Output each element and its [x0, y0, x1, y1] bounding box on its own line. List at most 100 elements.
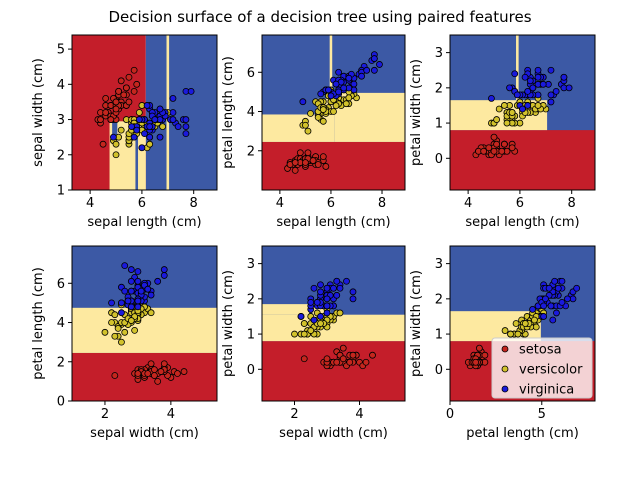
point-versicolor [501, 327, 509, 334]
point-setosa [150, 366, 158, 374]
point-virginica [118, 299, 125, 307]
point-virginica [151, 116, 159, 123]
point-setosa [102, 109, 110, 116]
point-setosa [490, 133, 498, 141]
point-setosa [157, 368, 165, 375]
point-versicolor [135, 109, 143, 116]
x-tick-label: 0 [446, 407, 454, 422]
point-versicolor [512, 320, 520, 327]
y-axis-label: petal width (cm) [409, 270, 424, 377]
point-virginica [340, 84, 348, 92]
point-virginica [333, 291, 341, 299]
point-setosa [134, 370, 142, 377]
point-setosa [117, 77, 125, 85]
point-virginica [144, 285, 152, 293]
region-versicolor [329, 35, 333, 93]
y-axis-label: petal length (cm) [221, 56, 236, 169]
point-virginica [519, 105, 526, 113]
y-tick-label: 3 [435, 257, 443, 272]
point-virginica [135, 116, 143, 123]
point-virginica [343, 277, 350, 285]
point-setosa [111, 372, 119, 379]
x-axis-label: sepal length (cm) [465, 215, 579, 230]
subplot-1: 4 6 8 1 2 3 4 5 sepal length (cm) sepal width (cm… [31, 34, 218, 230]
point-virginica [335, 68, 343, 76]
point-versicolor [503, 119, 511, 127]
point-versicolor [147, 309, 155, 317]
point-setosa [349, 351, 357, 359]
point-setosa [339, 355, 347, 363]
x-tick-label: 6 [327, 196, 335, 211]
region-virginica [112, 121, 118, 139]
y-tick-label: 1 [247, 328, 255, 343]
y-tick-label: 3 [57, 113, 65, 128]
x-tick-label: 2 [290, 407, 298, 422]
point-setosa [160, 360, 168, 368]
figure-title: Decision surface of a decision tree usin… [108, 8, 531, 26]
point-virginica [370, 55, 378, 62]
point-virginica [317, 90, 325, 98]
point-virginica [349, 295, 357, 303]
point-setosa [122, 84, 130, 92]
point-virginica [330, 284, 337, 292]
point-setosa [174, 370, 181, 377]
point-virginica [130, 133, 138, 141]
point-virginica [358, 72, 365, 80]
point-versicolor [345, 94, 353, 102]
point-virginica [323, 302, 331, 310]
x-tick-label: 4 [86, 196, 94, 211]
y-tick-label: 2 [57, 355, 65, 370]
x-tick-label: 4 [276, 196, 284, 211]
point-virginica [327, 92, 335, 100]
point-virginica [345, 74, 353, 82]
subplot-5: 2 4 0 1 2 3 sepal width (cm) petal width (cm) [221, 245, 406, 441]
axes-frame [71, 34, 218, 191]
point-versicolor [336, 309, 344, 317]
point-virginica [529, 84, 537, 92]
region-versicolor [516, 35, 519, 101]
point-virginica [141, 130, 148, 138]
point-versicolor [342, 100, 350, 108]
point-versicolor [127, 317, 135, 324]
y-tick-label: 1 [435, 117, 443, 132]
axes-frame [261, 245, 406, 402]
point-versicolor [493, 116, 501, 123]
point-virginica [511, 70, 519, 78]
point-virginica [564, 295, 571, 303]
y-tick-label: 2 [57, 148, 65, 163]
point-virginica [529, 306, 536, 313]
decision-surface [72, 246, 217, 401]
point-virginica [534, 73, 542, 81]
point-virginica [540, 313, 548, 320]
point-virginica [160, 266, 168, 273]
subplot-2: 4 6 8 2 4 6 sepal length (cm) petal length (cm) [221, 34, 406, 230]
point-virginica [187, 87, 195, 95]
point-versicolor [307, 110, 314, 117]
point-setosa [508, 144, 516, 152]
point-versicolor [495, 105, 503, 113]
point-versicolor [146, 140, 154, 148]
point-setosa [481, 358, 489, 366]
point-setosa [319, 153, 327, 161]
point-virginica [138, 144, 146, 152]
point-virginica [182, 123, 190, 130]
legend-marker-setosa [501, 345, 509, 353]
x-tick-label: 2 [101, 407, 109, 422]
scatter-points [94, 66, 195, 159]
point-virginica [336, 284, 344, 292]
x-tick-label: 8 [378, 196, 386, 211]
legend-box [491, 337, 593, 399]
point-virginica [127, 277, 135, 285]
point-setosa [323, 355, 331, 363]
point-virginica [156, 105, 164, 113]
point-versicolor [302, 121, 309, 129]
point-versicolor [514, 330, 522, 338]
axes-frame [449, 245, 596, 402]
subplot-grid: 4 6 8 1 2 3 4 5 sepal length (cm) sepal width (cm… [31, 34, 596, 441]
point-versicolor [111, 332, 119, 340]
y-tick-label: 6 [57, 277, 65, 292]
point-virginica [333, 277, 341, 285]
point-setosa [120, 91, 128, 99]
axes-frame [71, 245, 218, 402]
point-virginica [121, 262, 129, 270]
